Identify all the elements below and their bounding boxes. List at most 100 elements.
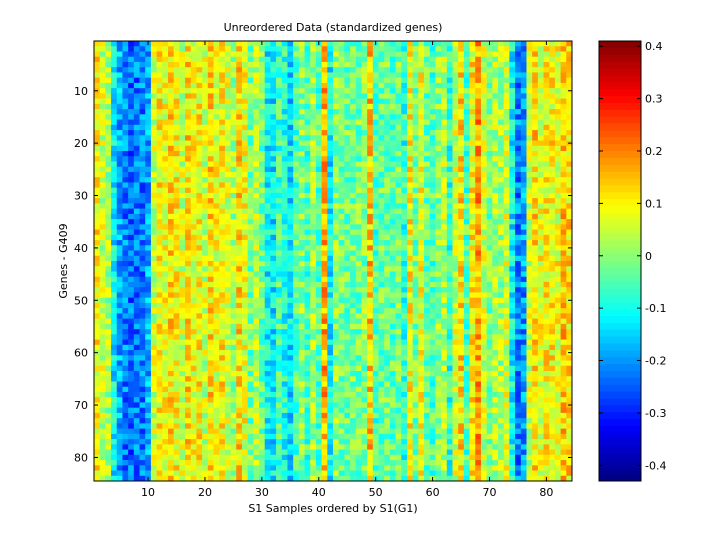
heatmap-cell (350, 344, 357, 351)
heatmap-cell (350, 402, 357, 409)
heatmap-cell (196, 98, 203, 105)
heatmap-cell (315, 156, 322, 162)
heatmap-cell (230, 302, 237, 309)
heatmap-cell (355, 250, 362, 257)
heatmap-cell (219, 412, 226, 419)
heatmap-cell (378, 41, 385, 47)
heatmap-cell (406, 88, 414, 94)
heatmap-cell (230, 460, 237, 466)
heatmap-cell (105, 391, 112, 398)
heatmap-cell (321, 213, 328, 220)
heatmap-cell (156, 344, 163, 351)
heatmap-cell (156, 449, 163, 456)
heatmap-cell (224, 339, 231, 346)
heatmap-cell (372, 281, 379, 288)
heatmap-cell (276, 187, 283, 194)
heatmap-cell (378, 187, 385, 194)
heatmap-cell (111, 114, 118, 120)
heatmap-cell (241, 281, 248, 288)
heatmap-cell (202, 439, 209, 445)
heatmap-cell (281, 161, 288, 168)
heatmap-cell (230, 61, 237, 68)
heatmap-cell (133, 166, 140, 173)
heatmap-cell (406, 350, 414, 356)
heatmap-cell (378, 329, 385, 335)
heatmap-cell (293, 124, 300, 131)
heatmap-cell (150, 229, 157, 236)
heatmap-cell (133, 323, 140, 330)
heatmap-cell (270, 339, 277, 346)
heatmap-cell (406, 381, 414, 388)
heatmap-cell (241, 350, 248, 356)
heatmap-cell (424, 93, 431, 99)
heatmap-cell (406, 276, 414, 283)
heatmap-cell (105, 203, 112, 209)
heatmap-cell (276, 454, 283, 461)
heatmap-cell (196, 135, 203, 141)
heatmap-cell (338, 224, 345, 230)
heatmap-cell (207, 292, 214, 299)
heatmap-cell (378, 161, 385, 168)
heatmap-cell (338, 318, 345, 325)
heatmap-cell (116, 423, 123, 429)
heatmap-cell (429, 130, 436, 136)
heatmap-cell (156, 329, 163, 335)
heatmap-cell (145, 418, 152, 424)
heatmap-cell (406, 192, 414, 199)
heatmap-cell (150, 130, 157, 136)
heatmap-cell (270, 77, 277, 84)
heatmap-cell (344, 88, 351, 94)
heatmap-cell (167, 381, 175, 388)
heatmap-cell (412, 281, 419, 288)
heatmap-cell (395, 339, 402, 346)
heatmap-cell (384, 350, 391, 356)
heatmap-cell (99, 323, 106, 330)
heatmap-cell (406, 245, 414, 251)
heatmap-cell (179, 376, 186, 382)
heatmap-cell (406, 182, 414, 189)
heatmap-cell (401, 365, 408, 372)
heatmap-cell (105, 449, 112, 456)
heatmap-cell (355, 355, 362, 361)
heatmap-cell (167, 329, 175, 335)
heatmap-cell (338, 449, 345, 456)
heatmap-cell (224, 439, 231, 445)
heatmap-cell (378, 276, 385, 283)
heatmap-cell (224, 475, 231, 482)
heatmap-cell (361, 308, 368, 314)
heatmap-cell (401, 318, 408, 325)
heatmap-cell (145, 271, 152, 278)
heatmap-cell (315, 276, 322, 283)
heatmap-cell (173, 454, 180, 461)
heatmap-cell (378, 381, 385, 388)
heatmap-cell (338, 177, 345, 183)
heatmap-cell (185, 182, 192, 189)
heatmap-cell (281, 439, 288, 445)
heatmap-cell (264, 177, 271, 183)
heatmap-cell (179, 475, 186, 482)
heatmap-cell (424, 177, 431, 183)
heatmap-cell (185, 308, 192, 314)
heatmap-cell (196, 41, 203, 47)
heatmap-cell (406, 339, 414, 346)
heatmap-cell (133, 109, 140, 115)
heatmap-cell (333, 266, 340, 272)
heatmap-cell (167, 334, 175, 340)
heatmap-cell (190, 287, 197, 293)
heatmap-cell (179, 391, 186, 398)
heatmap-cell (304, 103, 311, 110)
heatmap-cell (378, 135, 385, 141)
heatmap-cell (384, 339, 391, 346)
heatmap-cell (202, 182, 209, 189)
heatmap-cell (276, 297, 283, 304)
heatmap-cell (333, 397, 340, 403)
heatmap-cell (304, 449, 311, 456)
heatmap-cell (372, 402, 379, 409)
heatmap-cell (224, 187, 231, 194)
heatmap-cell (310, 161, 317, 168)
heatmap-cell (418, 61, 425, 68)
heatmap-cell (236, 46, 243, 52)
heatmap-cell (276, 386, 283, 393)
heatmap-cell (122, 255, 129, 262)
heatmap-cell (338, 313, 345, 319)
